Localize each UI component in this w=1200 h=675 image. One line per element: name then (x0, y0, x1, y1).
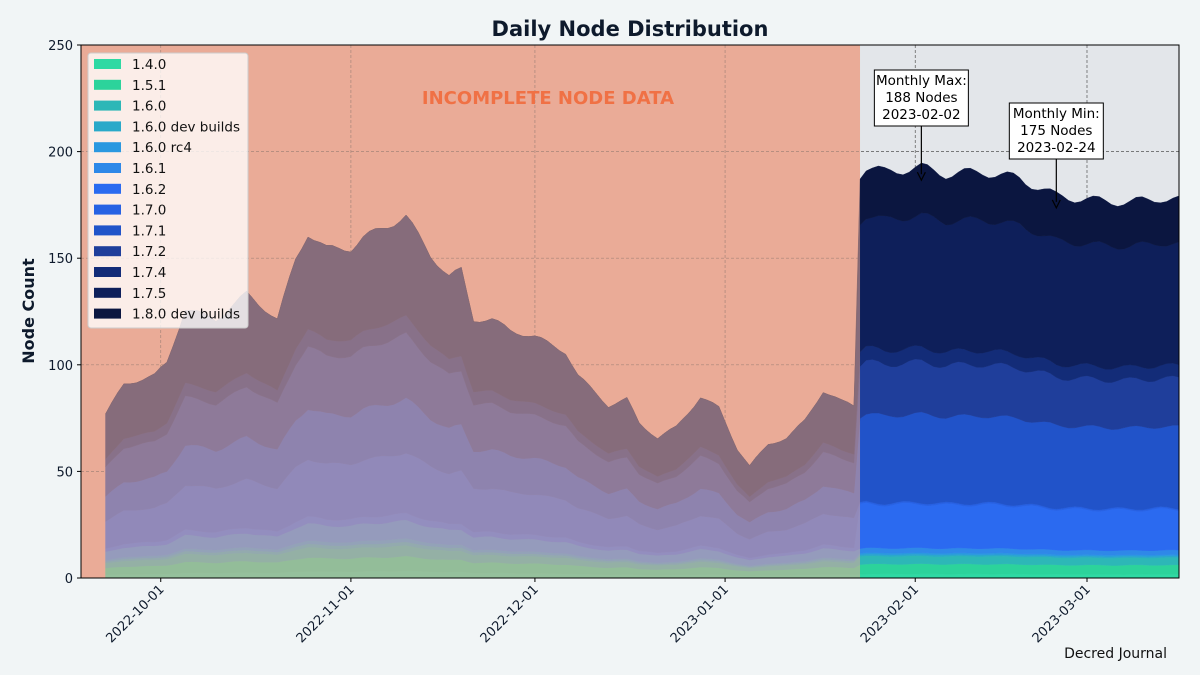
legend-swatch (94, 183, 121, 194)
legend-label: 1.7.4 (132, 265, 166, 281)
legend-swatch (94, 121, 121, 132)
legend-label: 1.6.1 (132, 161, 166, 177)
annotation-line: 2023-02-02 (882, 107, 960, 123)
y-tick-label: 100 (48, 359, 73, 374)
y-tick-label: 250 (48, 39, 73, 54)
x-tick-label: 2023-02-01 (858, 582, 922, 646)
annotation-line: Monthly Max: (876, 73, 967, 89)
legend-label: 1.8.0 dev builds (132, 307, 240, 323)
annotation-line: 2023-02-24 (1017, 140, 1095, 156)
legend-label: 1.7.5 (132, 286, 166, 302)
annotation-line: Monthly Min: (1013, 106, 1100, 122)
legend-swatch (94, 79, 121, 90)
x-tick-label: 2023-01-01 (668, 582, 732, 646)
legend-swatch (94, 100, 121, 111)
legend-label: 1.6.0 dev builds (132, 119, 240, 135)
legend-swatch (94, 163, 121, 173)
x-tick-label: 2023-03-01 (1030, 582, 1094, 646)
legend-swatch (94, 59, 121, 69)
annotation-arrowhead (1051, 199, 1061, 210)
annotation-line: 188 Nodes (885, 90, 957, 106)
y-tick-label: 200 (48, 146, 73, 161)
legend-label: 1.6.0 (132, 99, 166, 115)
annotation-box (1008, 102, 1104, 160)
x-tick-label: 2022-12-01 (478, 582, 542, 646)
y-tick-label: 0 (65, 572, 73, 587)
annotation-box (873, 69, 969, 127)
y-axis-label: Node Count (19, 258, 38, 364)
legend-label: 1.6.2 (132, 182, 166, 198)
plot-frame (80, 44, 1180, 579)
legend-label: 1.5.1 (132, 78, 166, 94)
legend-box (87, 52, 249, 329)
legend: 1.4.0 1.5.1 1.6.0 1.6.0 dev builds 1.6.0 rc4… (87, 52, 249, 329)
credit-label: Decred Journal (1064, 646, 1167, 662)
legend-swatch (94, 225, 121, 236)
legend-label: 1.7.2 (132, 244, 166, 260)
legend-label: 1.4.0 (132, 57, 166, 73)
incomplete-data-label: INCOMPLETE NODE DATA (422, 88, 674, 109)
annotation-arrowhead (916, 171, 926, 182)
legend-swatch (94, 246, 121, 257)
y-tick-label: 50 (56, 465, 73, 480)
legend-label: 1.6.0 rc4 (132, 140, 192, 156)
legend-swatch (94, 308, 121, 319)
legend-label: 1.7.0 (132, 203, 166, 219)
x-tick-label: 2022-11-01 (294, 582, 358, 646)
y-tick-label: 150 (48, 252, 73, 267)
legend-swatch (94, 204, 121, 215)
legend-swatch (94, 142, 121, 153)
legend-swatch (94, 267, 121, 277)
legend-label: 1.7.1 (132, 223, 166, 239)
legend-swatch (94, 287, 121, 298)
chart-title: Daily Node Distribution (492, 17, 769, 41)
x-tick-label: 2022-10-01 (104, 582, 168, 646)
annotation-line: 175 Nodes (1020, 123, 1092, 139)
